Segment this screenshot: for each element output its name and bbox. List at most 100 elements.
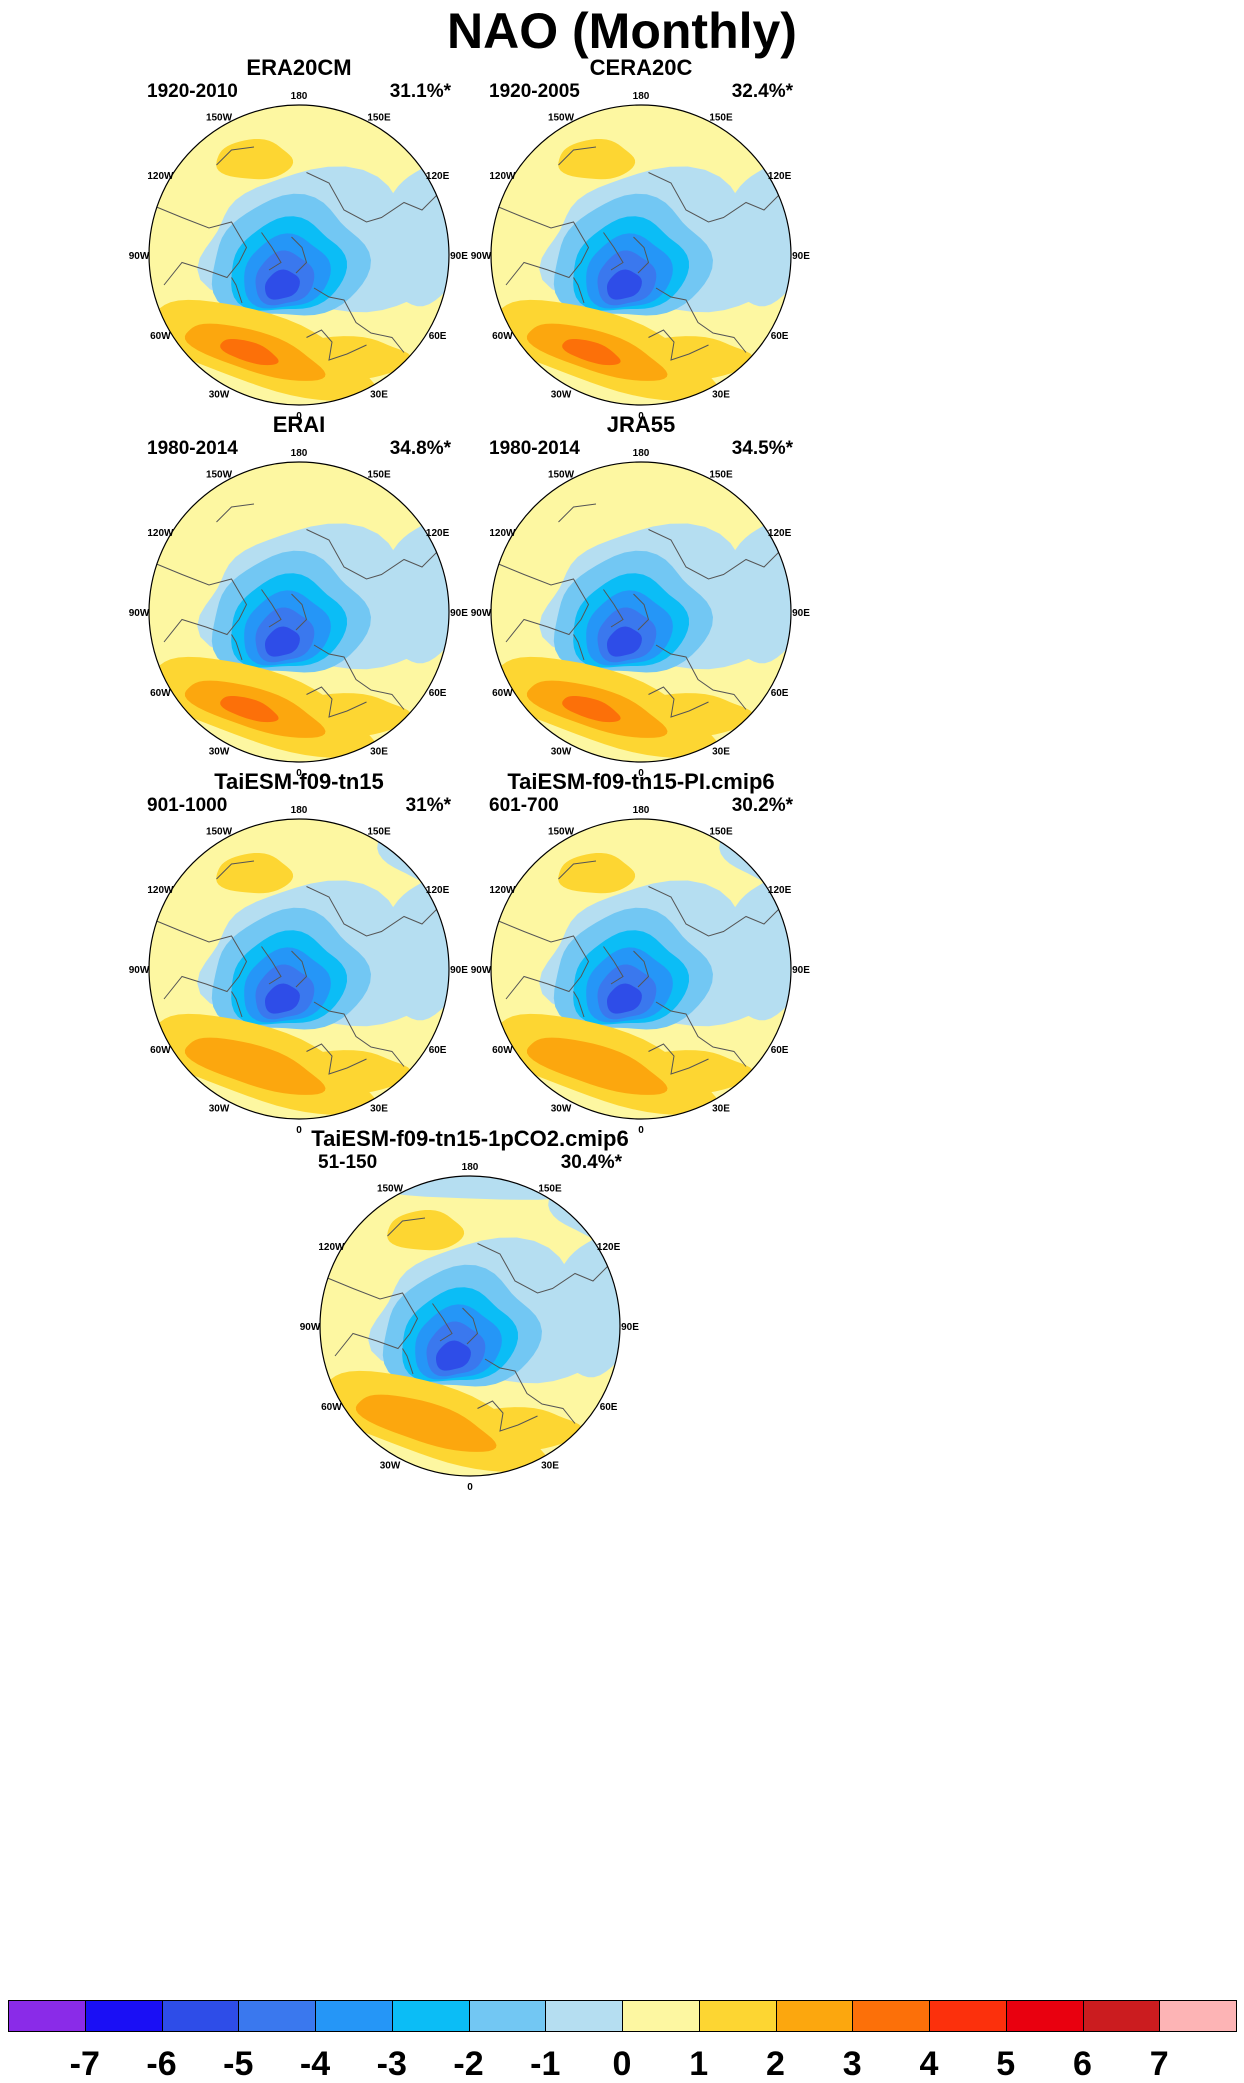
longitude-label: 150W (206, 112, 233, 123)
longitude-label: 180 (291, 448, 308, 459)
colorbar-tick-label: 4 (919, 2045, 939, 2083)
longitude-label: 30W (551, 1104, 572, 1115)
longitude-label: 60W (492, 688, 513, 699)
colorbar-tick-label: -3 (376, 2045, 407, 2083)
longitude-label: 60W (321, 1402, 342, 1413)
longitude-label: 90W (129, 965, 150, 976)
longitude-label: 90W (471, 965, 492, 976)
longitude-label: 120E (768, 171, 792, 182)
colorbar: -7 -6 -5 -4 -3 -2 -1 0 1 2 3 4 5 6 7 (8, 2000, 1237, 2083)
map-boundary (148, 818, 450, 1120)
colorbar-box (698, 2000, 777, 2032)
longitude-label: 150W (548, 826, 575, 837)
panel-explained-variance: 34.5%* (732, 438, 794, 459)
longitude-label: 90W (471, 251, 492, 262)
longitude-label: 90W (129, 608, 150, 619)
longitude-label: 90W (129, 251, 150, 262)
colorbar-box (545, 2000, 623, 2032)
longitude-label: 180 (633, 805, 650, 816)
longitude-label: 120W (318, 1242, 345, 1253)
longitude-label: 150W (206, 469, 233, 480)
colorbar-box (161, 2000, 240, 2032)
panel-title: ERAI (273, 412, 326, 437)
figure-title: NAO (Monthly) (447, 3, 797, 59)
map-boundary (490, 104, 792, 406)
colorbar-box (1082, 2000, 1161, 2032)
longitude-label: 30W (209, 1104, 230, 1115)
map-field (491, 462, 791, 762)
longitude-label: 30W (551, 390, 572, 401)
colorbar-box (468, 2000, 547, 2032)
longitude-label: 0 (296, 1125, 302, 1136)
longitude-label: 120W (489, 528, 516, 539)
colorbar-tick-label: 5 (996, 2045, 1016, 2083)
longitude-label: 90E (792, 251, 810, 262)
longitude-label: 120E (426, 171, 450, 182)
colorbar-box (929, 2000, 1007, 2032)
panel-period: 1920-2005 (489, 81, 580, 102)
colorbar-tick-label: -4 (299, 2045, 331, 2083)
longitude-label: 180 (633, 448, 650, 459)
map-boundary (490, 818, 792, 1120)
colorbar-box (391, 2000, 470, 2032)
colorbar-box (775, 2000, 854, 2032)
longitude-label: 60E (429, 331, 447, 342)
longitude-label: 30W (380, 1461, 401, 1472)
longitude-label: 90E (621, 1322, 639, 1333)
panel-title: TaiESM-f09-tn15 (214, 769, 384, 794)
longitude-label: 60E (771, 331, 789, 342)
longitude-label: 0 (638, 768, 644, 779)
longitude-label: 0 (638, 1125, 644, 1136)
colorbar-tick-label: -7 (69, 2045, 100, 2083)
longitude-label: 150W (548, 469, 575, 480)
longitude-label: 30W (209, 390, 230, 401)
longitude-label: 120E (426, 528, 450, 539)
longitude-label: 0 (467, 1482, 473, 1493)
longitude-label: 120E (768, 885, 792, 896)
longitude-label: 180 (291, 805, 308, 816)
map-panel-era20cm: ERA20CM 1920-2010 31.1%* 180 150W 120W 90W 60W 3… (129, 55, 469, 422)
panel-title: TaiESM-f09-tn15-PI.cmip6 (507, 769, 774, 794)
longitude-label: 180 (291, 91, 308, 102)
map-field (149, 462, 449, 762)
longitude-label: 120W (489, 171, 516, 182)
longitude-label: 90E (792, 965, 810, 976)
longitude-label: 150E (538, 1183, 562, 1194)
longitude-label: 0 (296, 768, 302, 779)
longitude-label: 30E (370, 1104, 388, 1115)
map-field (320, 1176, 620, 1476)
panel-period: 1980-2014 (489, 438, 580, 459)
map-boundary (490, 461, 792, 763)
longitude-label: 60W (150, 688, 171, 699)
colorbar-tick-label: -5 (223, 2045, 254, 2083)
colorbar-tick-label: -6 (146, 2045, 177, 2083)
longitude-label: 150W (377, 1183, 404, 1194)
longitude-label: 180 (462, 1162, 479, 1173)
colorbar-tick-label: 6 (1073, 2045, 1092, 2083)
map-boundary (319, 1175, 621, 1477)
longitude-label: 150E (709, 112, 733, 123)
panel-period: 901-1000 (147, 795, 227, 816)
colorbar-tick-label: -2 (453, 2045, 484, 2083)
colorbar-box (315, 2000, 393, 2032)
panel-period: 601-700 (489, 795, 559, 816)
colorbar-box (1159, 2000, 1237, 2032)
panel-explained-variance: 31.1%* (390, 81, 452, 102)
longitude-label: 180 (633, 91, 650, 102)
longitude-label: 120E (768, 528, 792, 539)
longitude-label: 30E (541, 1461, 559, 1472)
map-boundary (148, 461, 450, 763)
colorbar-tick-label: -1 (530, 2045, 561, 2083)
panel-period: 51-150 (318, 1152, 377, 1173)
longitude-label: 30E (370, 390, 388, 401)
longitude-label: 30E (712, 1104, 730, 1115)
longitude-label: 60E (600, 1402, 618, 1413)
longitude-label: 120W (147, 528, 174, 539)
longitude-label: 30E (712, 390, 730, 401)
map-field (149, 105, 449, 405)
longitude-label: 90E (450, 251, 468, 262)
